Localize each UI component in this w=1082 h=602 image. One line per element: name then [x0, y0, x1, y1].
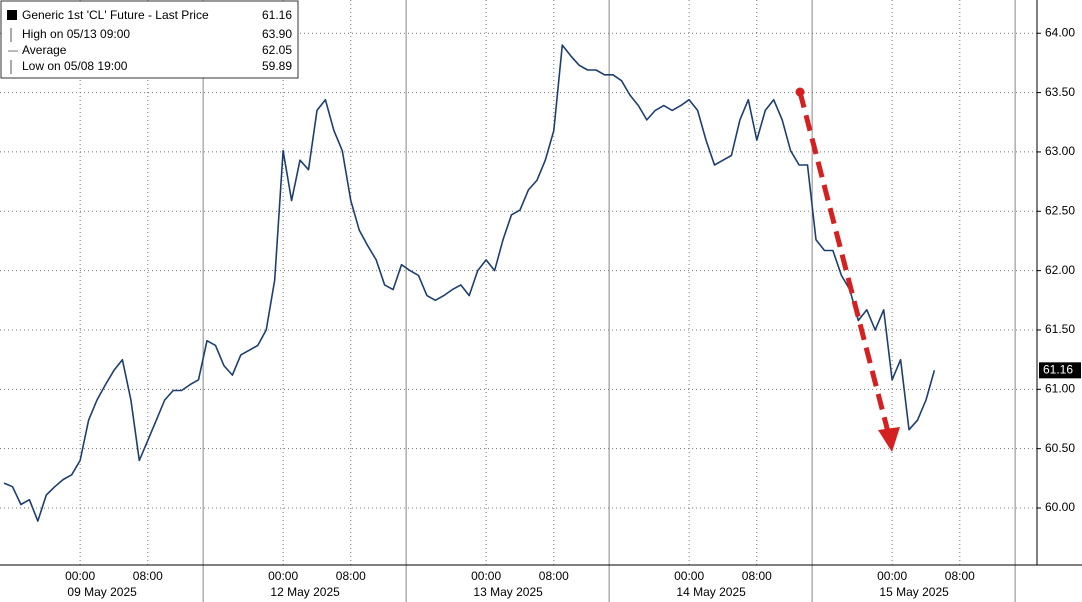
x-tick-label: 00:00 — [877, 569, 907, 583]
y-tick-label: 60.50 — [1045, 441, 1075, 455]
price-line — [3, 44, 936, 522]
y-tick-label: 60.00 — [1045, 500, 1075, 514]
trend-arrow — [795, 87, 900, 452]
y-tick-label: 63.50 — [1045, 85, 1075, 99]
legend-stat-value: 63.90 — [262, 27, 292, 41]
y-tick-label: 64.00 — [1045, 25, 1075, 39]
x-tick-label: 00:00 — [268, 569, 298, 583]
legend-box — [0, 0, 299, 79]
last-price-label: 61.16 — [1043, 363, 1073, 377]
x-tick-label: 08:00 — [742, 569, 772, 583]
legend-stat-value: 62.05 — [262, 43, 292, 57]
y-tick-label: 61.00 — [1045, 381, 1075, 395]
x-day-label: 15 May 2025 — [879, 585, 949, 599]
legend-stat: Low on 05/08 19:00 — [22, 59, 128, 73]
plot — [3, 44, 936, 522]
y-tick-label: 62.50 — [1045, 203, 1075, 217]
x-day-label: 13 May 2025 — [473, 585, 543, 599]
legend-stat-value: 59.89 — [262, 59, 292, 73]
y-tick-label: 63.00 — [1045, 144, 1075, 158]
legend: Generic 1st 'CL' Future - Last Price 61.… — [0, 0, 299, 79]
y-tick-label: 61.50 — [1045, 322, 1075, 336]
x-day-label: 09 May 2025 — [67, 585, 137, 599]
x-day-label: 12 May 2025 — [270, 585, 340, 599]
legend-stat: High on 05/13 09:00 — [22, 27, 130, 41]
x-tick-label: 08:00 — [539, 569, 569, 583]
x-tick-label: 08:00 — [133, 569, 163, 583]
legend-swatch — [7, 10, 17, 20]
x-tick-label: 00:00 — [471, 569, 501, 583]
arrow-shaft — [797, 91, 891, 433]
x-tick-label: 00:00 — [65, 569, 95, 583]
y-tick-label: 62.00 — [1045, 263, 1075, 277]
legend-series: Generic 1st 'CL' Future - Last Price — [22, 8, 209, 22]
legend-last: 61.16 — [262, 8, 292, 22]
x-day-label: 14 May 2025 — [676, 585, 746, 599]
arrow-head — [878, 427, 900, 452]
legend-stat: Average — [22, 43, 67, 57]
last-price-tag — [1039, 362, 1081, 379]
x-tick-label: 08:00 — [945, 569, 975, 583]
x-tick-label: 00:00 — [674, 569, 704, 583]
x-tick-label: 08:00 — [336, 569, 366, 583]
axes: 60.00 60.50 61.00 61.50 62.00 62.50 63.00 63.50… — [65, 25, 1081, 599]
